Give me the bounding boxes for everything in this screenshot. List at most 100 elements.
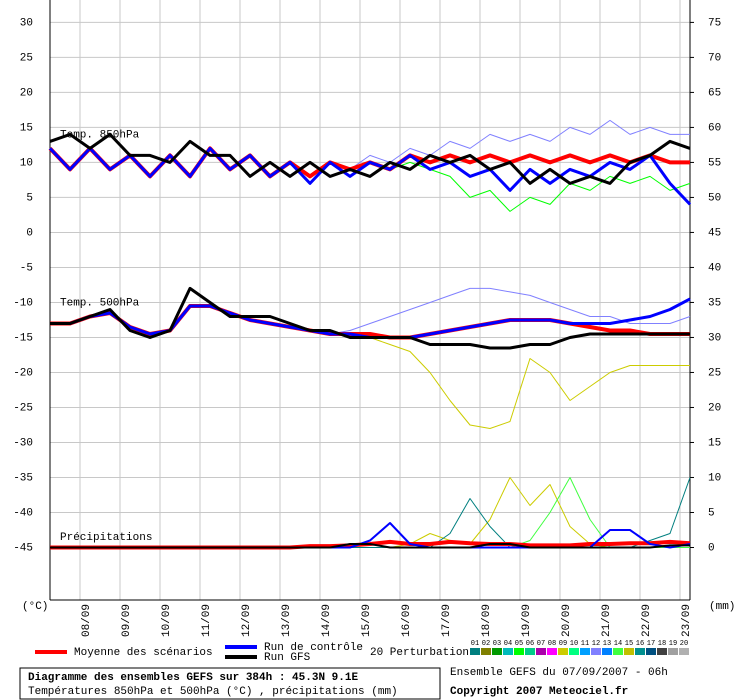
y2-tick-label: 55 [708, 157, 721, 169]
legend-member-label: 05 [515, 640, 523, 648]
title-box [19, 667, 441, 700]
legend-member-swatch [514, 648, 524, 655]
legend-member-label: 08 [548, 640, 556, 648]
legend-member-swatch [679, 648, 689, 655]
legend-member-label: 09 [559, 640, 567, 648]
x-tick-label: 10/09 [161, 604, 173, 637]
x-tick-label: 12/09 [241, 604, 253, 637]
legend-member-label: 10 [570, 640, 578, 648]
run-info: Ensemble GEFS du 07/09/2007 - 06h [450, 667, 668, 679]
x-tick-label: 14/09 [321, 604, 333, 637]
legend-member-swatch [657, 648, 667, 655]
x-tick-label: 21/09 [601, 604, 613, 637]
y2-tick-label: 50 [708, 192, 721, 204]
y-tick-label: -15 [13, 332, 33, 344]
legend-member-swatch [602, 648, 612, 655]
legend-member-label: 14 [614, 640, 622, 648]
legend-member-swatch [591, 648, 601, 655]
legend-member-swatch [503, 648, 513, 655]
legend-member-label: 19 [669, 640, 677, 648]
legend-member-label: 15 [625, 640, 633, 648]
legend-member-label: 02 [482, 640, 490, 648]
legend-member-label: 06 [526, 640, 534, 648]
series-line [49, 132, 691, 185]
legend-member-label: 16 [636, 640, 644, 648]
y2-tick-label: 20 [708, 402, 721, 414]
legend-member-swatch [470, 648, 480, 655]
y2-axis-label: (mm) [709, 601, 735, 613]
y-tick-label: -25 [13, 402, 33, 414]
y2-tick-label: 40 [708, 262, 721, 274]
y2-tick-label: 60 [708, 122, 721, 134]
legend-label: Run de contrôle [264, 642, 363, 654]
legend-member-swatch [481, 648, 491, 655]
legend-member-swatch [525, 648, 535, 655]
x-tick-label: 17/09 [441, 604, 453, 637]
y-axis-label: (°C) [22, 601, 48, 613]
y-tick-label: 30 [20, 17, 33, 29]
y2-tick-label: 70 [708, 52, 721, 64]
legend-member-swatch [492, 648, 502, 655]
annotation: Temp. 500hPa [60, 297, 140, 309]
y2-tick-label: 15 [708, 437, 721, 449]
chart-title: Diagramme des ensembles GEFS sur 384h : … [28, 672, 358, 684]
x-tick-label: 13/09 [281, 604, 293, 637]
legend-member-swatch [569, 648, 579, 655]
y-tick-label: 0 [26, 227, 33, 239]
legend-member-label: 03 [493, 640, 501, 648]
y2-tick-label: 75 [708, 17, 721, 29]
legend-member-label: 20 [680, 640, 688, 648]
legend-member-swatch [547, 648, 557, 655]
annotation: Précipitations [60, 532, 152, 544]
legend-member-label: 12 [592, 640, 600, 648]
y-tick-label: -35 [13, 472, 33, 484]
legend-member-label: 13 [603, 640, 611, 648]
y-tick-label: 25 [20, 52, 33, 64]
x-tick-label: 08/09 [81, 604, 93, 637]
legend-member-label: 11 [581, 640, 589, 648]
y-tick-label: 10 [20, 157, 33, 169]
x-tick-label: 19/09 [521, 604, 533, 637]
legend-label: Moyenne des scénarios [74, 647, 213, 659]
legend-member-swatch [580, 648, 590, 655]
legend-member-label: 07 [537, 640, 545, 648]
y-tick-label: 20 [20, 87, 33, 99]
y2-tick-label: 25 [708, 367, 721, 379]
legend-member-swatch [635, 648, 645, 655]
y2-tick-label: 45 [708, 227, 721, 239]
y2-tick-label: 5 [708, 507, 715, 519]
legend-member-swatch [624, 648, 634, 655]
x-tick-label: 16/09 [401, 604, 413, 637]
y-tick-label: -30 [13, 437, 33, 449]
y-tick-label: -10 [13, 297, 33, 309]
series-line [50, 543, 690, 549]
copyright: Copyright 2007 Meteociel.fr [450, 686, 628, 698]
x-tick-label: 20/09 [561, 604, 573, 637]
legend-member-label: 18 [658, 640, 666, 648]
legend-label: Run GFS [264, 652, 311, 664]
x-tick-label: 09/09 [121, 604, 133, 637]
y-tick-label: -40 [13, 507, 33, 519]
y-tick-label: 15 [20, 122, 33, 134]
x-tick-label: 15/09 [361, 604, 373, 637]
legend-member-label: 04 [504, 640, 512, 648]
legend-label: 20 Perturbations [370, 647, 476, 659]
y2-tick-label: 10 [708, 472, 721, 484]
y2-tick-label: 0 [708, 542, 715, 554]
legend-member-swatch [646, 648, 656, 655]
series-line [48, 146, 692, 206]
x-tick-label: 23/09 [681, 604, 693, 637]
legend-member-label: 17 [647, 640, 655, 648]
y2-tick-label: 30 [708, 332, 721, 344]
y-tick-label: -20 [13, 367, 33, 379]
series-line [50, 286, 690, 350]
legend-member-swatch [558, 648, 568, 655]
x-tick-label: 11/09 [201, 604, 213, 637]
x-tick-label: 22/09 [641, 604, 653, 637]
annotation: Temp. 850hPa [60, 129, 140, 141]
y-tick-label: -45 [13, 542, 33, 554]
legend-member-label: 01 [471, 640, 479, 648]
legend-member-swatch [613, 648, 623, 655]
